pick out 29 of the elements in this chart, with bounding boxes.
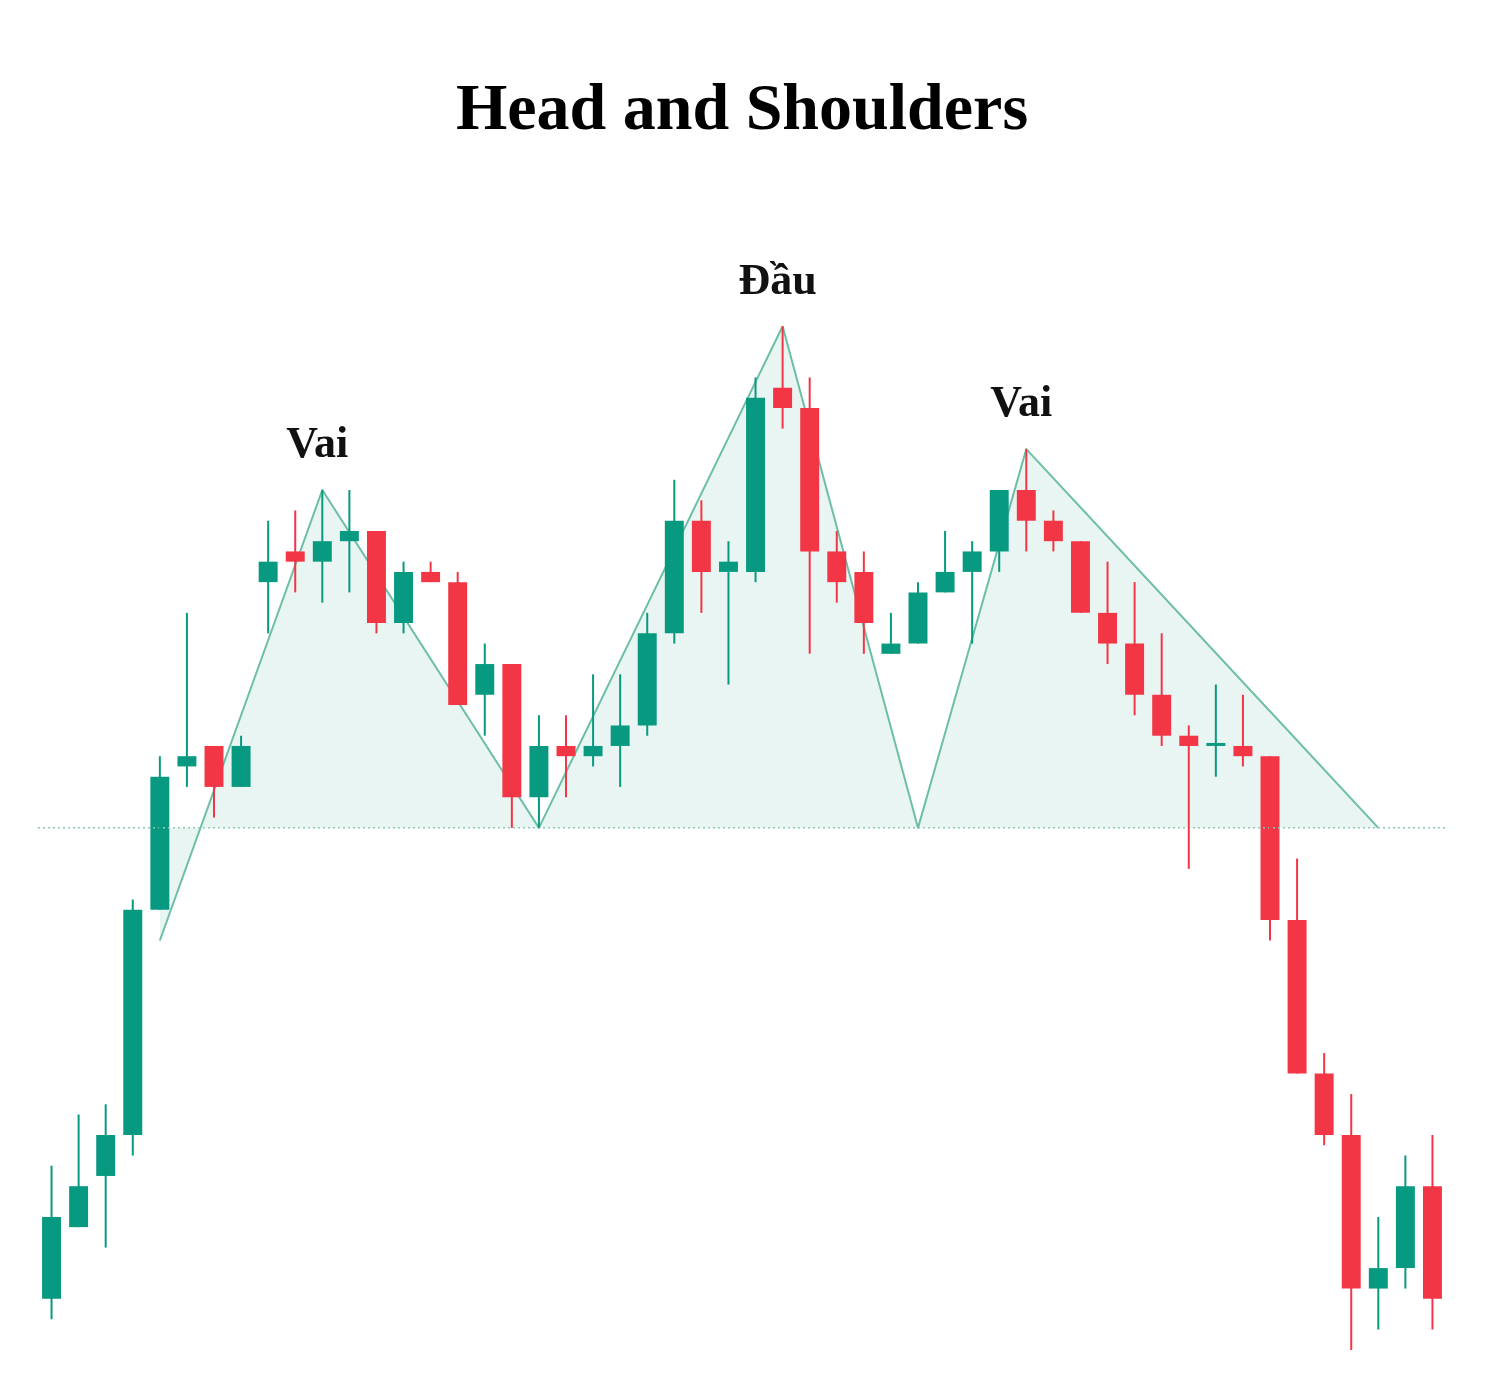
candlestick bbox=[1341, 1093, 1361, 1351]
text: Đầu bbox=[738, 254, 817, 304]
candlestick bbox=[1152, 632, 1172, 747]
candlestick bbox=[448, 570, 468, 707]
chart-title: Head and Shoulders bbox=[455, 69, 1029, 143]
candlestick bbox=[1098, 560, 1118, 666]
candlestick bbox=[123, 898, 143, 1157]
candlestick bbox=[1422, 1134, 1442, 1331]
candlestick bbox=[42, 1164, 62, 1321]
candlestick bbox=[96, 1103, 116, 1249]
annotation: Vai bbox=[990, 377, 1053, 427]
candlestick bbox=[746, 376, 766, 584]
candlestick bbox=[366, 529, 386, 635]
candlestick bbox=[637, 611, 657, 737]
candlestick bbox=[1287, 857, 1307, 1075]
candlestick bbox=[1368, 1215, 1388, 1331]
candlestick bbox=[1016, 448, 1036, 553]
candlestick bbox=[1395, 1154, 1415, 1290]
candlestick bbox=[475, 642, 495, 737]
candlestick bbox=[69, 1113, 89, 1229]
candlestick bbox=[610, 673, 630, 788]
candlestick bbox=[285, 509, 305, 594]
candlestick bbox=[231, 734, 251, 788]
candlestick bbox=[502, 663, 522, 829]
candlestick bbox=[312, 489, 332, 604]
candlestick bbox=[827, 529, 847, 604]
candlestick bbox=[962, 540, 982, 645]
candlestick bbox=[1070, 540, 1090, 614]
annotation: Vai bbox=[286, 418, 349, 468]
